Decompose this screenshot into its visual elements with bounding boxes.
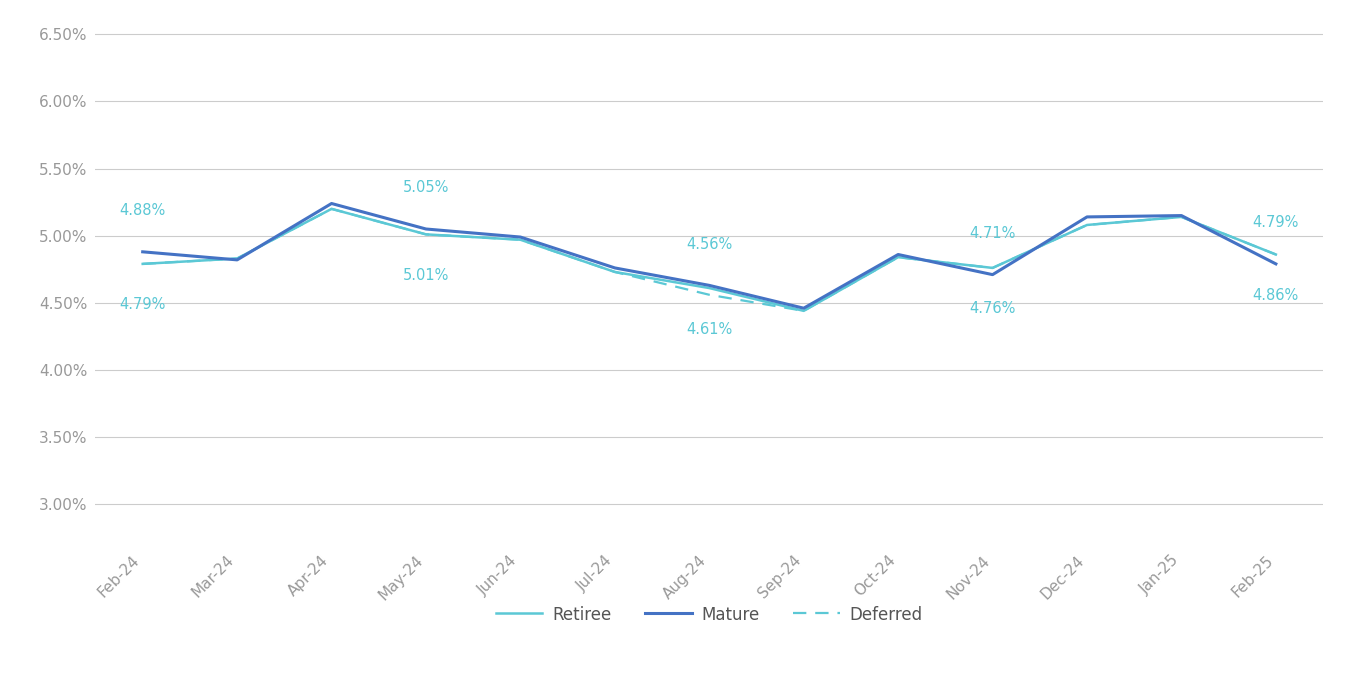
Retiree [607, 268, 623, 276]
Retiree [229, 254, 246, 262]
Deferred [513, 235, 529, 244]
Deferred [607, 268, 623, 276]
Deferred [1173, 213, 1189, 221]
Mature [701, 281, 717, 290]
Deferred [985, 264, 1001, 272]
Legend: Retiree, Mature, Deferred: Retiree, Mature, Deferred [488, 599, 930, 630]
Mature [229, 255, 246, 264]
Line: Retiree: Retiree [143, 209, 1275, 311]
Mature [889, 251, 906, 259]
Mature [985, 270, 1001, 279]
Deferred [323, 205, 340, 213]
Mature [417, 225, 434, 233]
Mature [513, 233, 529, 242]
Mature [135, 248, 151, 256]
Retiree [513, 235, 529, 244]
Text: 4.86%: 4.86% [1252, 288, 1299, 303]
Text: 4.88%: 4.88% [120, 203, 166, 218]
Text: 4.76%: 4.76% [970, 302, 1016, 316]
Mature [1267, 260, 1284, 268]
Retiree [1267, 251, 1284, 259]
Text: 4.79%: 4.79% [1252, 216, 1299, 230]
Deferred [1079, 221, 1095, 229]
Retiree [889, 253, 906, 261]
Mature [1173, 211, 1189, 220]
Text: 4.79%: 4.79% [120, 297, 166, 313]
Deferred [795, 306, 812, 315]
Line: Deferred: Deferred [143, 209, 1275, 311]
Deferred [889, 253, 906, 261]
Deferred [135, 260, 151, 268]
Retiree [985, 264, 1001, 272]
Retiree [1079, 221, 1095, 229]
Mature [795, 304, 812, 313]
Mature [323, 200, 340, 208]
Retiree [795, 306, 812, 315]
Line: Mature: Mature [143, 204, 1275, 309]
Retiree [135, 260, 151, 268]
Mature [1079, 213, 1095, 221]
Deferred [1267, 251, 1284, 259]
Text: 5.01%: 5.01% [402, 268, 449, 283]
Retiree [323, 205, 340, 213]
Retiree [1173, 213, 1189, 221]
Deferred [417, 230, 434, 239]
Text: 4.71%: 4.71% [970, 226, 1016, 241]
Deferred [701, 290, 717, 299]
Text: 5.05%: 5.05% [402, 181, 449, 195]
Retiree [417, 230, 434, 239]
Retiree [701, 284, 717, 292]
Deferred [229, 254, 246, 262]
Mature [607, 264, 623, 272]
Text: 4.61%: 4.61% [686, 322, 732, 336]
Text: 4.56%: 4.56% [686, 237, 732, 252]
